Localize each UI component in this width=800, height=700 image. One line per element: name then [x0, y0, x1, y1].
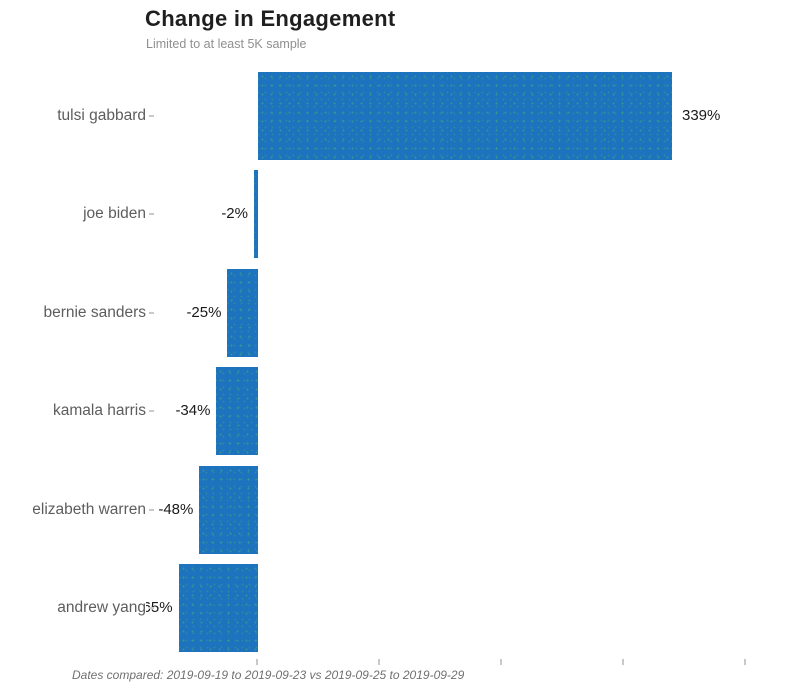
y-axis-tick: [149, 115, 154, 117]
bar-elizabeth-warren: [199, 465, 258, 554]
value-label-bernie-sanders: -25%: [186, 303, 222, 321]
chart-title: Change in Engagement: [145, 6, 396, 31]
value-label-andrew-yang: -65%: [137, 599, 173, 616]
x-axis-tick-400: [744, 659, 746, 665]
x-axis-tick-0: [256, 659, 258, 665]
value-label-kamala-harris: -34%: [175, 402, 211, 420]
value-label-joe-biden: -2%: [221, 205, 248, 223]
y-axis-tick: [149, 312, 154, 314]
x-axis-tick-200: [500, 659, 502, 665]
chart-subtitle: Limited to at least 5K sample: [146, 37, 307, 51]
category-label-kamala-harris: kamala harris: [0, 399, 146, 424]
value-label-tulsi-gabbard: 339%: [681, 107, 721, 124]
bar-kamala-harris: [216, 367, 258, 456]
y-axis-tick: [149, 607, 154, 609]
value-label-elizabeth-warren: -48%: [158, 500, 194, 518]
category-label-andrew-yang: andrew yang: [0, 596, 146, 620]
bar-tulsi-gabbard: [258, 72, 672, 160]
x-axis-tick-100: [378, 659, 380, 665]
y-axis-tick: [149, 509, 154, 511]
bar-joe-biden: [254, 170, 258, 259]
y-axis-tick: [149, 410, 154, 412]
y-axis-tick: [149, 213, 154, 215]
category-label-elizabeth-warren: elizabeth warren: [0, 497, 146, 522]
category-label-bernie-sanders: bernie sanders: [0, 300, 146, 325]
bar-bernie-sanders: [227, 268, 258, 357]
bar-andrew-yang: [178, 564, 258, 652]
category-label-tulsi-gabbard: tulsi gabbard: [0, 104, 146, 128]
x-axis-tick-300: [622, 659, 624, 665]
category-label-joe-biden: joe biden: [0, 202, 146, 227]
dates-compared-caption: Dates compared: 2019-09-19 to 2019-09-23…: [72, 668, 465, 682]
